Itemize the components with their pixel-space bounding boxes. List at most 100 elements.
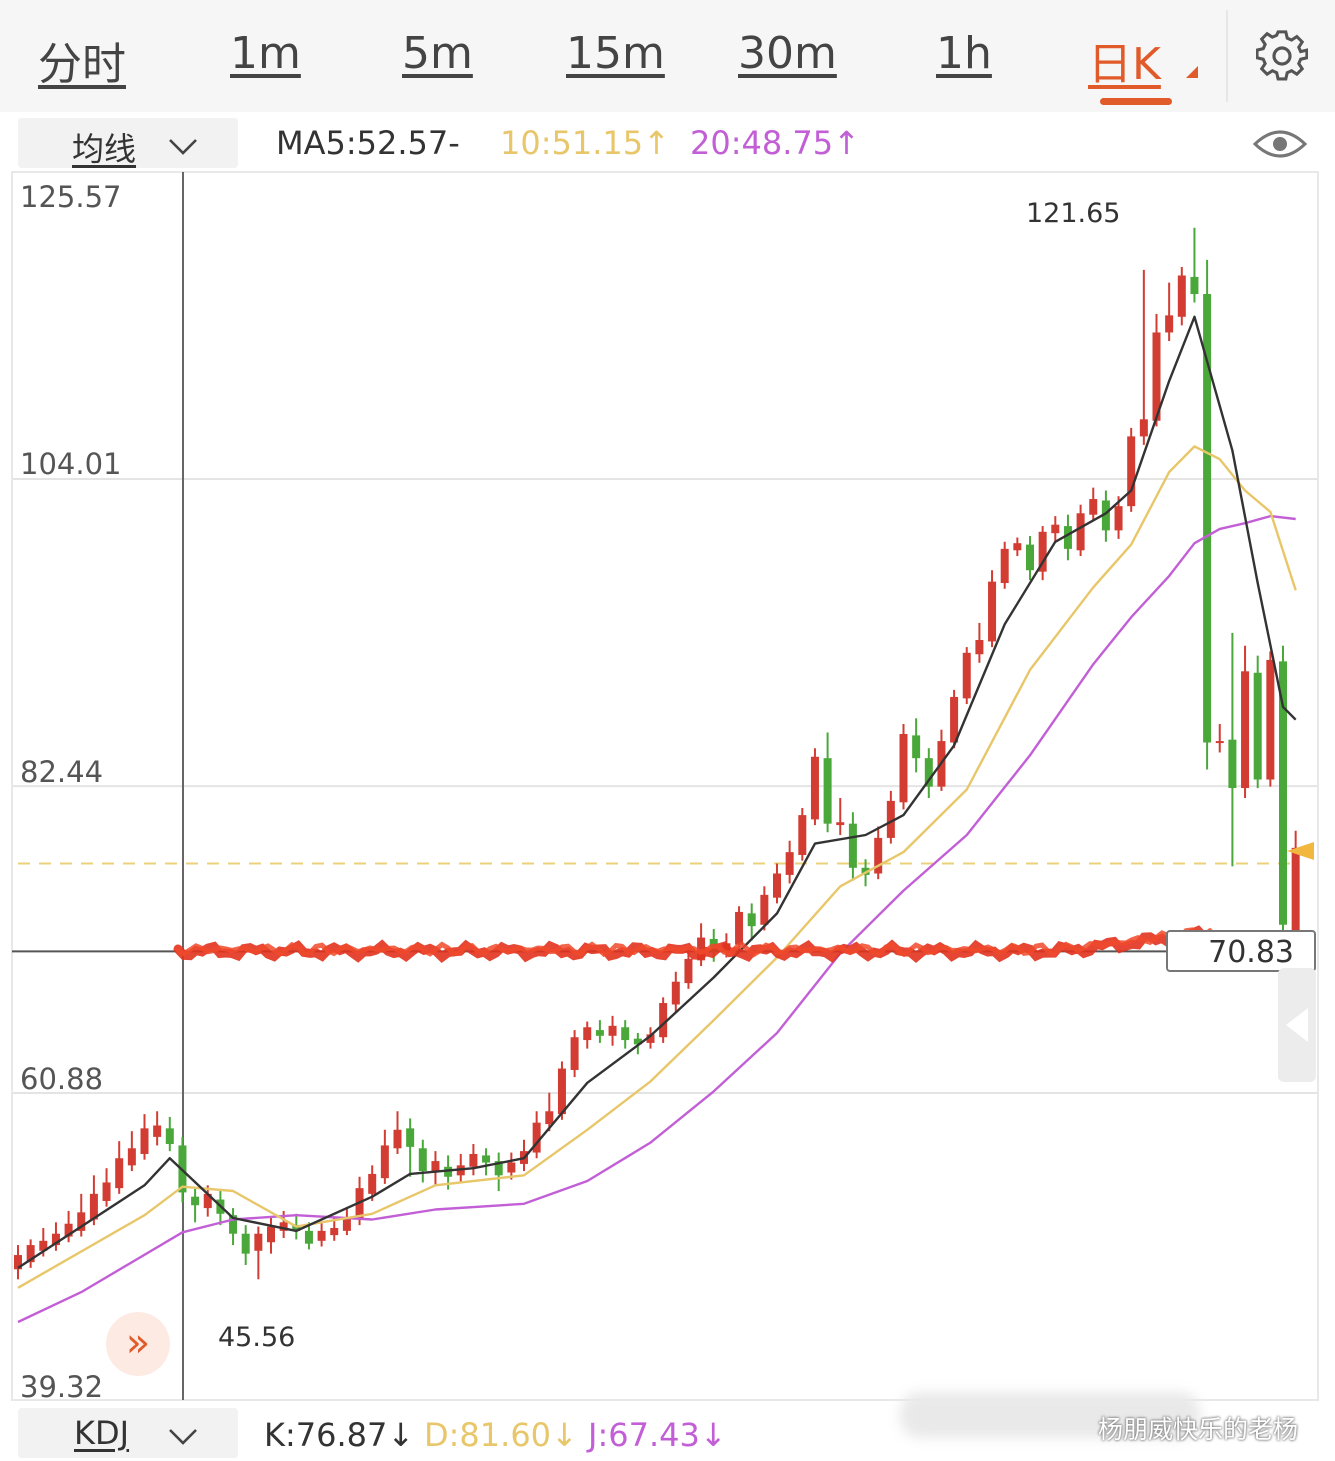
low-price-label: 45.56 — [218, 1322, 296, 1353]
candle — [254, 1226, 263, 1280]
candle — [1190, 227, 1199, 303]
chevron-left-icon — [1286, 1008, 1308, 1042]
tab-15m[interactable]: 15m — [566, 28, 665, 79]
candle — [671, 971, 680, 1012]
candle — [165, 1116, 174, 1152]
kdj-k-value: K:76.87↓ — [264, 1416, 415, 1454]
current-price-pointer-icon — [1287, 842, 1314, 860]
candle — [51, 1222, 60, 1251]
tab-30m[interactable]: 30m — [738, 28, 837, 79]
candle — [330, 1218, 339, 1241]
eye-icon[interactable] — [1252, 124, 1308, 164]
candle — [507, 1152, 516, 1180]
blurred-watermark-area — [900, 1392, 1200, 1438]
kdj-selector[interactable]: KDJ — [18, 1408, 238, 1458]
support-line-marker — [173, 925, 1215, 964]
candle — [886, 790, 895, 844]
candle — [924, 748, 933, 799]
ma20-value: 20:48.75↑ — [690, 124, 860, 162]
tab-dropdown-triangle-icon — [1186, 66, 1198, 78]
candle — [659, 997, 668, 1043]
current-price-value: 70.83 — [1208, 935, 1294, 970]
ma10-line — [17, 445, 1297, 1289]
candle — [89, 1175, 98, 1226]
candle — [342, 1208, 351, 1236]
candle — [102, 1168, 111, 1207]
candle — [646, 1027, 655, 1049]
candle — [570, 1030, 579, 1078]
ma5-value: MA5:52.57- — [276, 124, 460, 162]
expand-button[interactable]: » — [106, 1312, 170, 1376]
candle — [1089, 487, 1098, 521]
support-band-stroke — [173, 925, 1215, 964]
ma-indicator-row: 均线 MA5:52.57- 10:51.15↑ 20:48.75↑ — [0, 112, 1335, 172]
candle-series — [14, 227, 1300, 1280]
candle — [798, 807, 807, 861]
candle — [557, 1061, 566, 1120]
high-price-label: 121.65 — [1026, 198, 1121, 229]
tab-daily-k[interactable]: 日K — [1088, 39, 1161, 90]
candle — [267, 1216, 275, 1254]
candle — [1063, 514, 1072, 561]
candle — [836, 798, 845, 836]
candle — [64, 1210, 73, 1243]
candle — [153, 1111, 162, 1146]
candle — [494, 1152, 503, 1191]
ma5-line — [17, 315, 1297, 1269]
candle — [899, 723, 908, 810]
ma-selector-label: 均线 — [72, 130, 137, 168]
candle — [962, 647, 971, 705]
side-panel-handle[interactable] — [1278, 968, 1316, 1082]
candle — [1152, 313, 1161, 427]
candle — [304, 1222, 313, 1250]
candle — [431, 1151, 440, 1186]
candle — [1051, 516, 1060, 542]
chevron-down-icon — [169, 1429, 197, 1445]
candle — [810, 748, 819, 826]
y-tick-label: 39.32 — [20, 1370, 104, 1404]
y-tick-label: 82.44 — [20, 755, 104, 789]
candle — [1165, 282, 1174, 342]
tab-1h[interactable]: 1h — [936, 28, 992, 79]
plot-frame — [11, 171, 1319, 1401]
tab-intraday[interactable]: 分时 — [38, 39, 126, 90]
candle — [1215, 723, 1224, 753]
candle — [1228, 632, 1237, 867]
candle — [595, 1020, 604, 1043]
gear-icon[interactable] — [1256, 30, 1308, 82]
candle — [406, 1118, 415, 1177]
candle — [1013, 537, 1022, 556]
candle — [608, 1015, 617, 1046]
candle — [760, 886, 769, 931]
candle — [482, 1148, 491, 1176]
candle — [26, 1239, 35, 1268]
candle — [317, 1222, 326, 1247]
candle — [1266, 651, 1275, 787]
candle — [912, 718, 921, 773]
candle — [380, 1129, 389, 1184]
candle — [823, 732, 832, 833]
candle — [203, 1185, 212, 1217]
candle — [418, 1139, 427, 1183]
candle — [1139, 269, 1148, 445]
chevron-down-icon — [169, 139, 197, 155]
candle — [1038, 526, 1047, 581]
current-price-tag: 70.83 — [1166, 930, 1316, 972]
candle — [1026, 536, 1034, 581]
candle — [532, 1111, 541, 1159]
candle — [14, 1245, 22, 1280]
y-tick-label: 104.01 — [20, 447, 122, 481]
ma20-line — [17, 514, 1296, 1324]
candle — [975, 622, 984, 663]
kdj-indicator-row: KDJ K:76.87↓ D:81.60↓ J:67.43↓ — [0, 1400, 1335, 1461]
candle — [115, 1141, 124, 1194]
candle — [368, 1165, 377, 1201]
candle — [191, 1188, 200, 1223]
candle — [874, 826, 883, 880]
candle — [393, 1111, 402, 1154]
tab-1m[interactable]: 1m — [230, 28, 301, 79]
tab-5m[interactable]: 5m — [402, 28, 473, 79]
candle — [1101, 490, 1110, 542]
ma-selector[interactable]: 均线 — [18, 118, 238, 168]
